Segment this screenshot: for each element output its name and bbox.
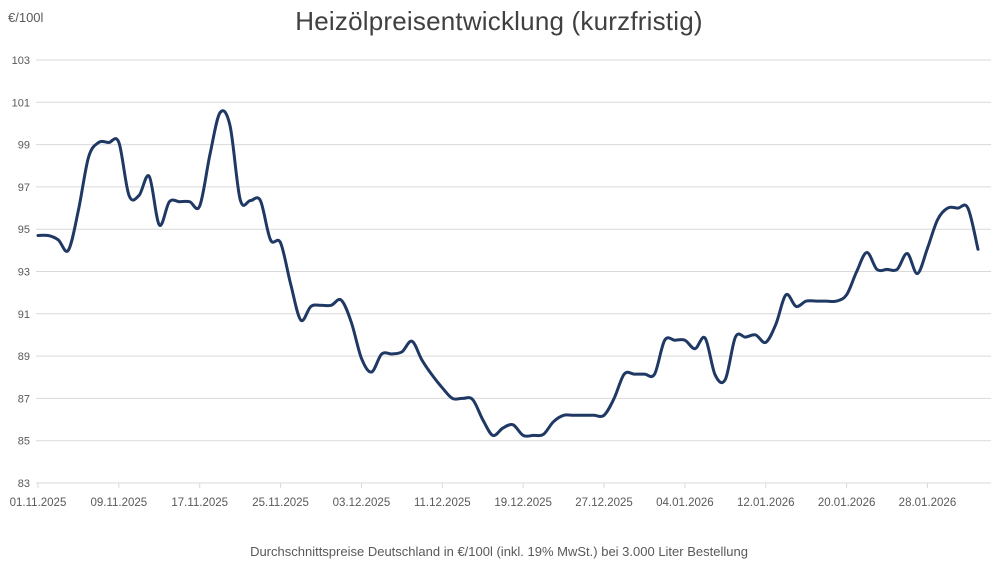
y-axis-unit-label: €/100l — [8, 10, 44, 25]
x-tick-label: 09.11.2025 — [91, 497, 148, 509]
y-tick-label: 89 — [18, 351, 30, 363]
y-tick-label: 93 — [18, 267, 30, 279]
chart-subtitle: Durchschnittspreise Deutschland in €/100… — [250, 544, 748, 559]
y-tick-label: 101 — [12, 97, 30, 109]
y-axis-tick-labels: 103 101 99 97 95 93 91 89 87 85 83 — [12, 55, 30, 490]
x-tick-label: 27.12.2025 — [575, 497, 633, 509]
gridlines — [36, 59, 991, 484]
chart-title: Heizölpreisentwicklung (kurzfristig) — [295, 6, 703, 36]
x-tick-label: 04.01.2026 — [656, 497, 714, 509]
x-axis-tick-labels: 01.11.2025 09.11.2025 17.11.2025 25.11.2025… — [10, 497, 957, 509]
x-tick-label: 12.01.2026 — [737, 497, 795, 509]
x-tick-label: 11.12.2025 — [414, 497, 471, 509]
x-tick-label: 25.11.2025 — [252, 497, 309, 509]
y-tick-label: 87 — [18, 393, 30, 405]
y-tick-label: 85 — [18, 436, 30, 448]
y-tick-label: 91 — [18, 309, 30, 321]
y-tick-label: 103 — [12, 55, 30, 67]
y-tick-label: 97 — [18, 182, 30, 194]
y-tick-label: 95 — [18, 224, 30, 236]
x-tick-label: 03.12.2025 — [333, 497, 391, 509]
x-axis-ticks — [37, 483, 928, 488]
x-tick-label: 19.12.2025 — [494, 497, 552, 509]
y-tick-label: 83 — [18, 478, 30, 490]
y-tick-label: 99 — [18, 140, 30, 152]
x-tick-label: 17.11.2025 — [171, 497, 228, 509]
price-line — [36, 109, 980, 438]
x-tick-label: 20.01.2026 — [818, 497, 876, 509]
x-tick-label: 28.01.2026 — [899, 497, 957, 509]
x-tick-label: 01.11.2025 — [10, 497, 67, 509]
